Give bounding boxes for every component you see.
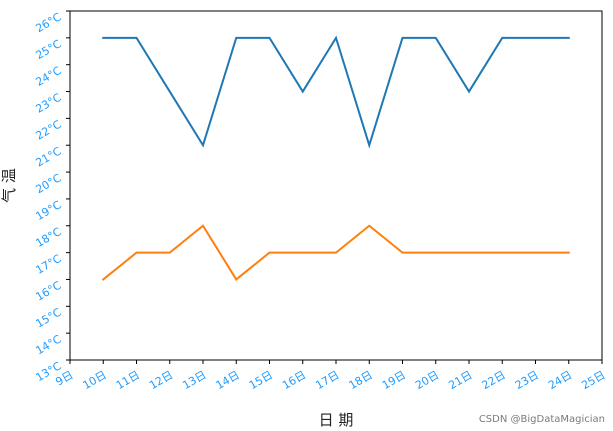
plot-frame: [69, 10, 603, 361]
watermark-text: CSDN @BigDataMagician: [478, 414, 605, 425]
series-line-2: [101, 224, 570, 281]
y-axis-title: 气 温: [0, 168, 18, 203]
series-line-1: [102, 35, 570, 149]
x-axis-title: 日 期: [319, 411, 354, 429]
series-lines: [101, 35, 570, 281]
